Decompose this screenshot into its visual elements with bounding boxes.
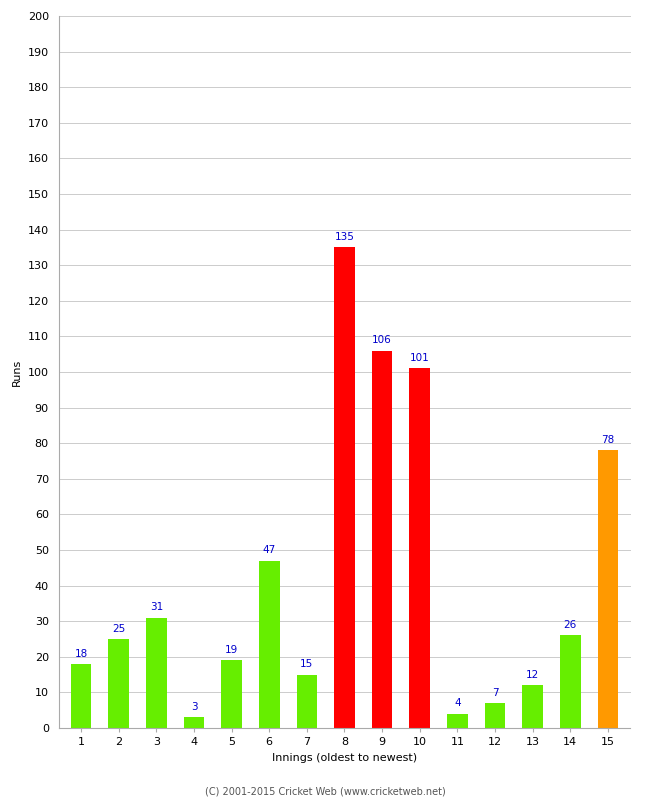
Text: 25: 25 (112, 624, 125, 634)
Bar (296, 674, 317, 728)
X-axis label: Innings (oldest to newest): Innings (oldest to newest) (272, 753, 417, 762)
Bar (334, 247, 355, 728)
Y-axis label: Runs: Runs (12, 358, 22, 386)
Text: 3: 3 (190, 702, 198, 712)
Text: 4: 4 (454, 698, 461, 709)
Text: 78: 78 (601, 435, 614, 445)
Bar (259, 561, 280, 728)
Text: 7: 7 (491, 688, 499, 698)
Text: (C) 2001-2015 Cricket Web (www.cricketweb.net): (C) 2001-2015 Cricket Web (www.cricketwe… (205, 786, 445, 796)
Text: 47: 47 (263, 546, 276, 555)
Bar (372, 350, 393, 728)
Text: 101: 101 (410, 353, 430, 363)
Bar (410, 369, 430, 728)
Bar (71, 664, 92, 728)
Bar (597, 450, 618, 728)
Text: 15: 15 (300, 659, 313, 670)
Bar (221, 660, 242, 728)
Text: 106: 106 (372, 335, 392, 346)
Text: 31: 31 (150, 602, 163, 612)
Bar (447, 714, 468, 728)
Bar (109, 639, 129, 728)
Text: 19: 19 (225, 645, 239, 655)
Bar (146, 618, 166, 728)
Bar (560, 635, 580, 728)
Text: 18: 18 (75, 649, 88, 658)
Bar (183, 718, 204, 728)
Bar (523, 686, 543, 728)
Bar (485, 703, 505, 728)
Text: 12: 12 (526, 670, 540, 680)
Text: 135: 135 (335, 232, 354, 242)
Text: 26: 26 (564, 620, 577, 630)
